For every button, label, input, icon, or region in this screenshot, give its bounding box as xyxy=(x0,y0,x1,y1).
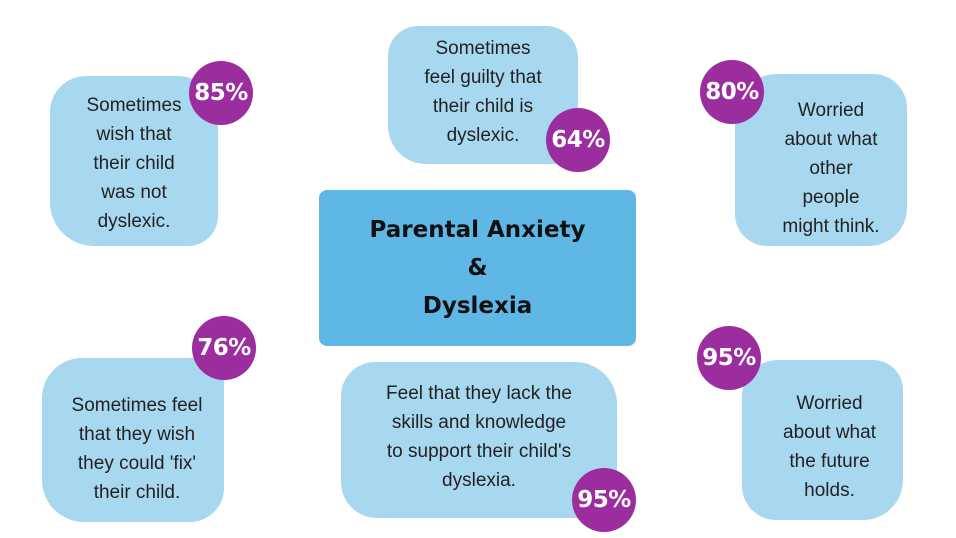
stat-text: Worried about what other people might th… xyxy=(782,99,880,237)
stat-text: Sometimes feel that they wish they could… xyxy=(71,395,203,503)
title-line-2: & xyxy=(467,255,488,281)
stat-text: Sometimes feel guilty that their child i… xyxy=(424,38,542,146)
stat-card-lack-skills: Feel that they lack the skills and knowl… xyxy=(341,362,617,518)
stat-text: Worried about what the future holds. xyxy=(783,393,876,501)
stat-badge: 80% xyxy=(700,60,764,124)
stat-text: Sometimes wish that their child was not … xyxy=(86,94,182,232)
title-line-3: Dyslexia xyxy=(422,293,533,319)
stat-badge: 76% xyxy=(192,316,256,380)
stat-badge: 95% xyxy=(697,326,761,390)
stat-card-future-holds: Worried about what the future holds. xyxy=(742,360,903,520)
stat-badge: 95% xyxy=(572,468,636,532)
title-line-1: Parental Anxiety xyxy=(369,217,586,243)
stat-card-feel-guilty: Sometimes feel guilty that their child i… xyxy=(388,26,578,164)
stat-card-wish-not-dyslexic: Sometimes wish that their child was not … xyxy=(50,76,218,246)
stat-card-others-think: Worried about what other people might th… xyxy=(735,74,907,246)
stat-text: Feel that they lack the skills and knowl… xyxy=(386,383,572,491)
stat-badge: 85% xyxy=(189,61,253,125)
stat-card-fix-child: Sometimes feel that they wish they could… xyxy=(42,358,224,522)
center-title-box: Parental Anxiety & Dyslexia xyxy=(319,190,636,346)
stat-badge: 64% xyxy=(546,108,610,172)
